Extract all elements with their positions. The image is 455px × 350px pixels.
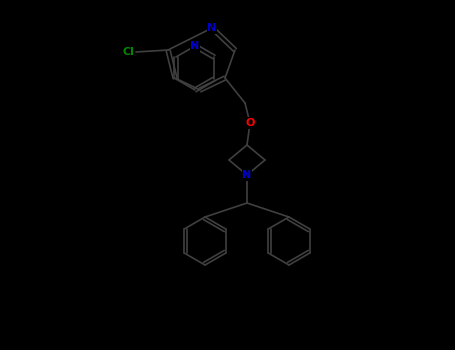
- Text: Cl: Cl: [122, 47, 134, 57]
- Text: N: N: [190, 41, 200, 51]
- Text: N: N: [243, 170, 252, 180]
- Text: N: N: [207, 23, 217, 33]
- Text: O: O: [245, 118, 255, 128]
